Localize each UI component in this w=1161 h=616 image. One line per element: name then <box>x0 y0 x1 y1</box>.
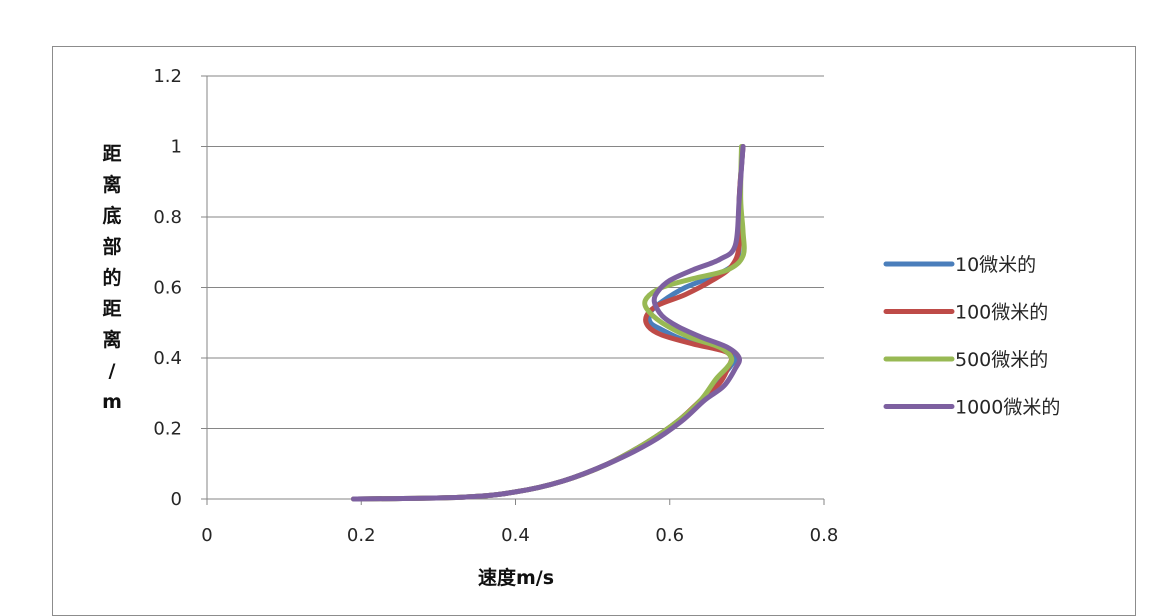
y-tick-label: 0.6 <box>153 278 182 299</box>
series-line-3 <box>351 144 747 502</box>
y-tick-label: 1.2 <box>153 66 182 87</box>
x-tick-label: 0.6 <box>655 525 684 546</box>
y-tick-label: 0.8 <box>153 207 182 228</box>
y-axis-title-char: 底 <box>102 204 121 227</box>
x-tick-labels: 0 0.2 0.4 0.6 0.8 <box>201 499 838 546</box>
grid-lines <box>201 75 824 500</box>
series-line-2 <box>351 144 746 502</box>
y-tick-label: 0.4 <box>153 348 182 369</box>
legend-label: 1000微米的 <box>955 397 1060 419</box>
series-lines <box>351 144 747 502</box>
y-axis-title-char: 离 <box>102 173 121 196</box>
y-axis-title-char: 部 <box>102 235 121 258</box>
x-axis-title: 速度m/s <box>478 566 554 589</box>
x-tick-label: 0.2 <box>347 525 376 546</box>
y-tick-label: 0 <box>171 489 182 510</box>
y-axis-title-char: 距 <box>102 143 121 165</box>
y-axis-title-char: m <box>102 391 122 413</box>
y-axis-title-char: / <box>109 360 116 382</box>
y-axis-title-char: 距 <box>102 298 121 320</box>
y-tick-label: 0.2 <box>153 419 182 440</box>
y-axis-title-char: 离 <box>102 328 121 351</box>
legend-label: 100微米的 <box>955 302 1048 324</box>
series-line-1 <box>351 144 746 502</box>
legend-label: 10微米的 <box>955 254 1036 276</box>
chart-area <box>52 46 1136 616</box>
y-tick-label: 1 <box>171 137 182 158</box>
x-tick-label: 0 <box>201 525 212 546</box>
y-axis-title-char: 的 <box>102 266 121 289</box>
x-tick-label: 0.8 <box>810 525 839 546</box>
legend-label: 500微米的 <box>955 349 1048 371</box>
legend: 10微米的 100微米的 500微米的 1000微米的 <box>883 254 1060 419</box>
series-line-4 <box>351 144 746 502</box>
y-tick-labels: 0 0.2 0.4 0.6 0.8 1 1.2 <box>153 66 182 510</box>
x-tick-label: 0.4 <box>501 525 530 546</box>
